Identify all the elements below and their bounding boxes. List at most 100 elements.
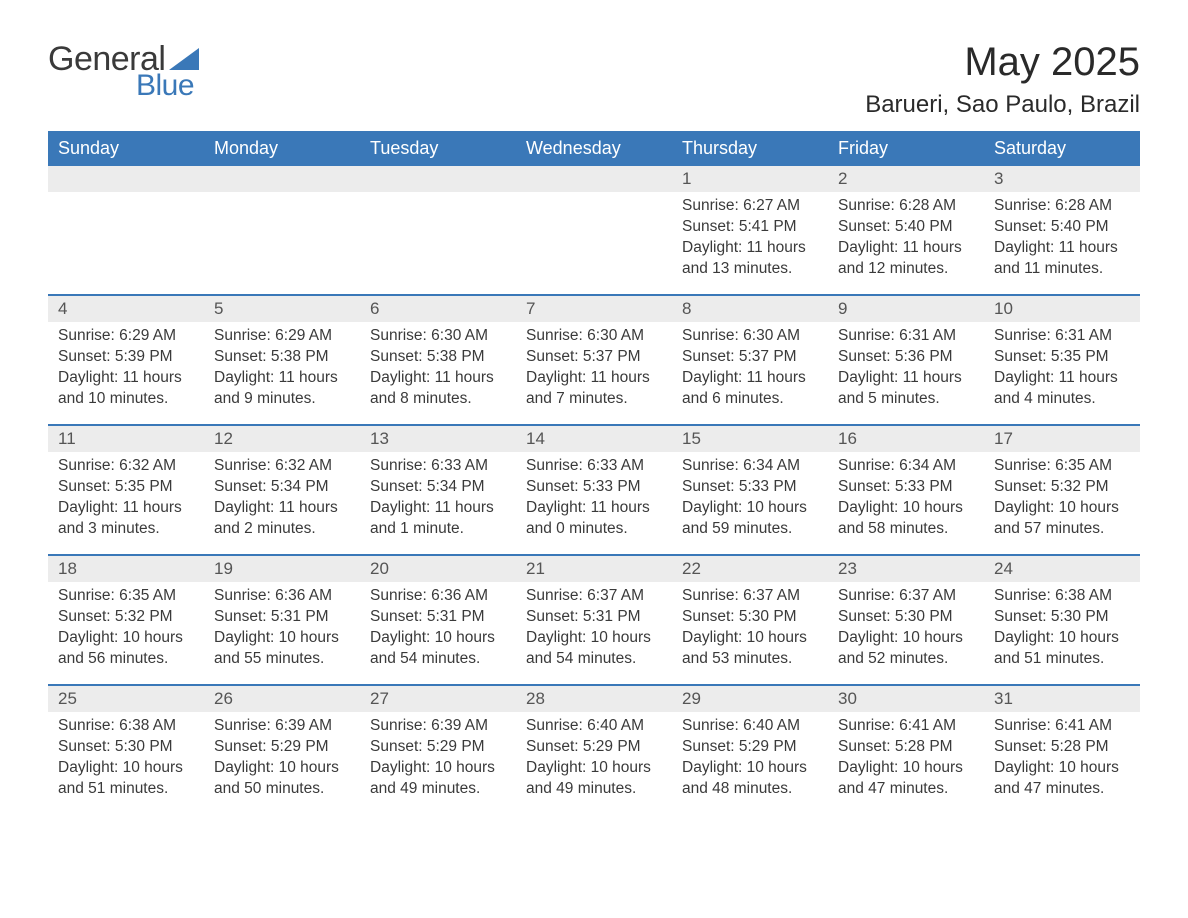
day-day2: and 59 minutes. [682,519,818,540]
day-day1: Daylight: 11 hours [58,498,194,519]
day-day1: Daylight: 11 hours [682,238,818,259]
day-sunset: Sunset: 5:38 PM [370,347,506,368]
day-day1: Daylight: 10 hours [58,758,194,779]
day-sunrise: Sunrise: 6:31 AM [838,326,974,347]
day-details: Sunrise: 6:41 AMSunset: 5:28 PMDaylight:… [984,712,1140,808]
day-details [48,192,204,282]
calendar-day: 4Sunrise: 6:29 AMSunset: 5:39 PMDaylight… [48,296,204,424]
calendar-day: 3Sunrise: 6:28 AMSunset: 5:40 PMDaylight… [984,166,1140,294]
calendar-day: 2Sunrise: 6:28 AMSunset: 5:40 PMDaylight… [828,166,984,294]
calendar-day: 29Sunrise: 6:40 AMSunset: 5:29 PMDayligh… [672,686,828,814]
day-sunset: Sunset: 5:29 PM [682,737,818,758]
day-number: 5 [204,296,360,322]
day-details: Sunrise: 6:37 AMSunset: 5:30 PMDaylight:… [672,582,828,678]
brand-blue: Blue [136,69,199,103]
calendar-day: 16Sunrise: 6:34 AMSunset: 5:33 PMDayligh… [828,426,984,554]
day-number: 17 [984,426,1140,452]
day-day1: Daylight: 11 hours [214,368,350,389]
day-number: 12 [204,426,360,452]
day-sunset: Sunset: 5:30 PM [682,607,818,628]
day-number: 14 [516,426,672,452]
day-number: 25 [48,686,204,712]
day-number: 31 [984,686,1140,712]
day-details: Sunrise: 6:32 AMSunset: 5:34 PMDaylight:… [204,452,360,548]
day-sunrise: Sunrise: 6:38 AM [58,716,194,737]
day-details: Sunrise: 6:38 AMSunset: 5:30 PMDaylight:… [984,582,1140,678]
calendar-day [48,166,204,294]
day-sunrise: Sunrise: 6:39 AM [214,716,350,737]
calendar-day: 8Sunrise: 6:30 AMSunset: 5:37 PMDaylight… [672,296,828,424]
day-sunrise: Sunrise: 6:33 AM [370,456,506,477]
day-sunrise: Sunrise: 6:39 AM [370,716,506,737]
day-day1: Daylight: 11 hours [58,368,194,389]
day-sunset: Sunset: 5:34 PM [370,477,506,498]
day-sunset: Sunset: 5:30 PM [838,607,974,628]
day-number: 18 [48,556,204,582]
day-number: 3 [984,166,1140,192]
day-sunset: Sunset: 5:38 PM [214,347,350,368]
day-day2: and 7 minutes. [526,389,662,410]
day-details: Sunrise: 6:28 AMSunset: 5:40 PMDaylight:… [984,192,1140,288]
day-sunrise: Sunrise: 6:27 AM [682,196,818,217]
day-sunset: Sunset: 5:37 PM [526,347,662,368]
day-day1: Daylight: 11 hours [526,498,662,519]
day-day1: Daylight: 10 hours [994,498,1130,519]
day-details [360,192,516,282]
day-details: Sunrise: 6:37 AMSunset: 5:31 PMDaylight:… [516,582,672,678]
calendar-week: 25Sunrise: 6:38 AMSunset: 5:30 PMDayligh… [48,684,1140,814]
day-details: Sunrise: 6:33 AMSunset: 5:34 PMDaylight:… [360,452,516,548]
day-details: Sunrise: 6:35 AMSunset: 5:32 PMDaylight:… [984,452,1140,548]
day-day1: Daylight: 11 hours [370,498,506,519]
day-sunrise: Sunrise: 6:32 AM [214,456,350,477]
day-sunrise: Sunrise: 6:37 AM [838,586,974,607]
day-number: 4 [48,296,204,322]
day-number: 28 [516,686,672,712]
brand-logo: General Blue [48,40,199,103]
day-sunrise: Sunrise: 6:33 AM [526,456,662,477]
day-number: 22 [672,556,828,582]
day-number: 29 [672,686,828,712]
day-details: Sunrise: 6:35 AMSunset: 5:32 PMDaylight:… [48,582,204,678]
day-sunset: Sunset: 5:28 PM [838,737,974,758]
day-sunrise: Sunrise: 6:37 AM [526,586,662,607]
day-day1: Daylight: 11 hours [214,498,350,519]
day-number: 8 [672,296,828,322]
day-sunrise: Sunrise: 6:40 AM [526,716,662,737]
day-details: Sunrise: 6:29 AMSunset: 5:38 PMDaylight:… [204,322,360,418]
day-day2: and 6 minutes. [682,389,818,410]
day-sunrise: Sunrise: 6:34 AM [838,456,974,477]
day-sunrise: Sunrise: 6:30 AM [526,326,662,347]
day-sunset: Sunset: 5:37 PM [682,347,818,368]
day-sunrise: Sunrise: 6:35 AM [994,456,1130,477]
day-number: 27 [360,686,516,712]
day-sunrise: Sunrise: 6:28 AM [838,196,974,217]
day-day1: Daylight: 10 hours [838,498,974,519]
day-day2: and 2 minutes. [214,519,350,540]
day-number: 9 [828,296,984,322]
day-number: 19 [204,556,360,582]
calendar-day: 1Sunrise: 6:27 AMSunset: 5:41 PMDaylight… [672,166,828,294]
header: General Blue May 2025 Barueri, Sao Paulo… [48,40,1140,119]
calendar-day: 14Sunrise: 6:33 AMSunset: 5:33 PMDayligh… [516,426,672,554]
calendar-day: 17Sunrise: 6:35 AMSunset: 5:32 PMDayligh… [984,426,1140,554]
day-sunset: Sunset: 5:31 PM [526,607,662,628]
calendar-day: 26Sunrise: 6:39 AMSunset: 5:29 PMDayligh… [204,686,360,814]
day-details: Sunrise: 6:27 AMSunset: 5:41 PMDaylight:… [672,192,828,288]
day-number: 10 [984,296,1140,322]
day-sunset: Sunset: 5:30 PM [994,607,1130,628]
day-day2: and 56 minutes. [58,649,194,670]
day-details: Sunrise: 6:40 AMSunset: 5:29 PMDaylight:… [516,712,672,808]
calendar: SundayMondayTuesdayWednesdayThursdayFrid… [48,131,1140,814]
day-day2: and 55 minutes. [214,649,350,670]
day-day2: and 47 minutes. [838,779,974,800]
day-day2: and 52 minutes. [838,649,974,670]
calendar-week: 4Sunrise: 6:29 AMSunset: 5:39 PMDaylight… [48,294,1140,424]
day-day2: and 54 minutes. [526,649,662,670]
day-sunset: Sunset: 5:41 PM [682,217,818,238]
day-number: 15 [672,426,828,452]
day-day1: Daylight: 10 hours [994,758,1130,779]
day-sunset: Sunset: 5:32 PM [994,477,1130,498]
calendar-day: 30Sunrise: 6:41 AMSunset: 5:28 PMDayligh… [828,686,984,814]
day-sunrise: Sunrise: 6:32 AM [58,456,194,477]
day-sunset: Sunset: 5:31 PM [214,607,350,628]
